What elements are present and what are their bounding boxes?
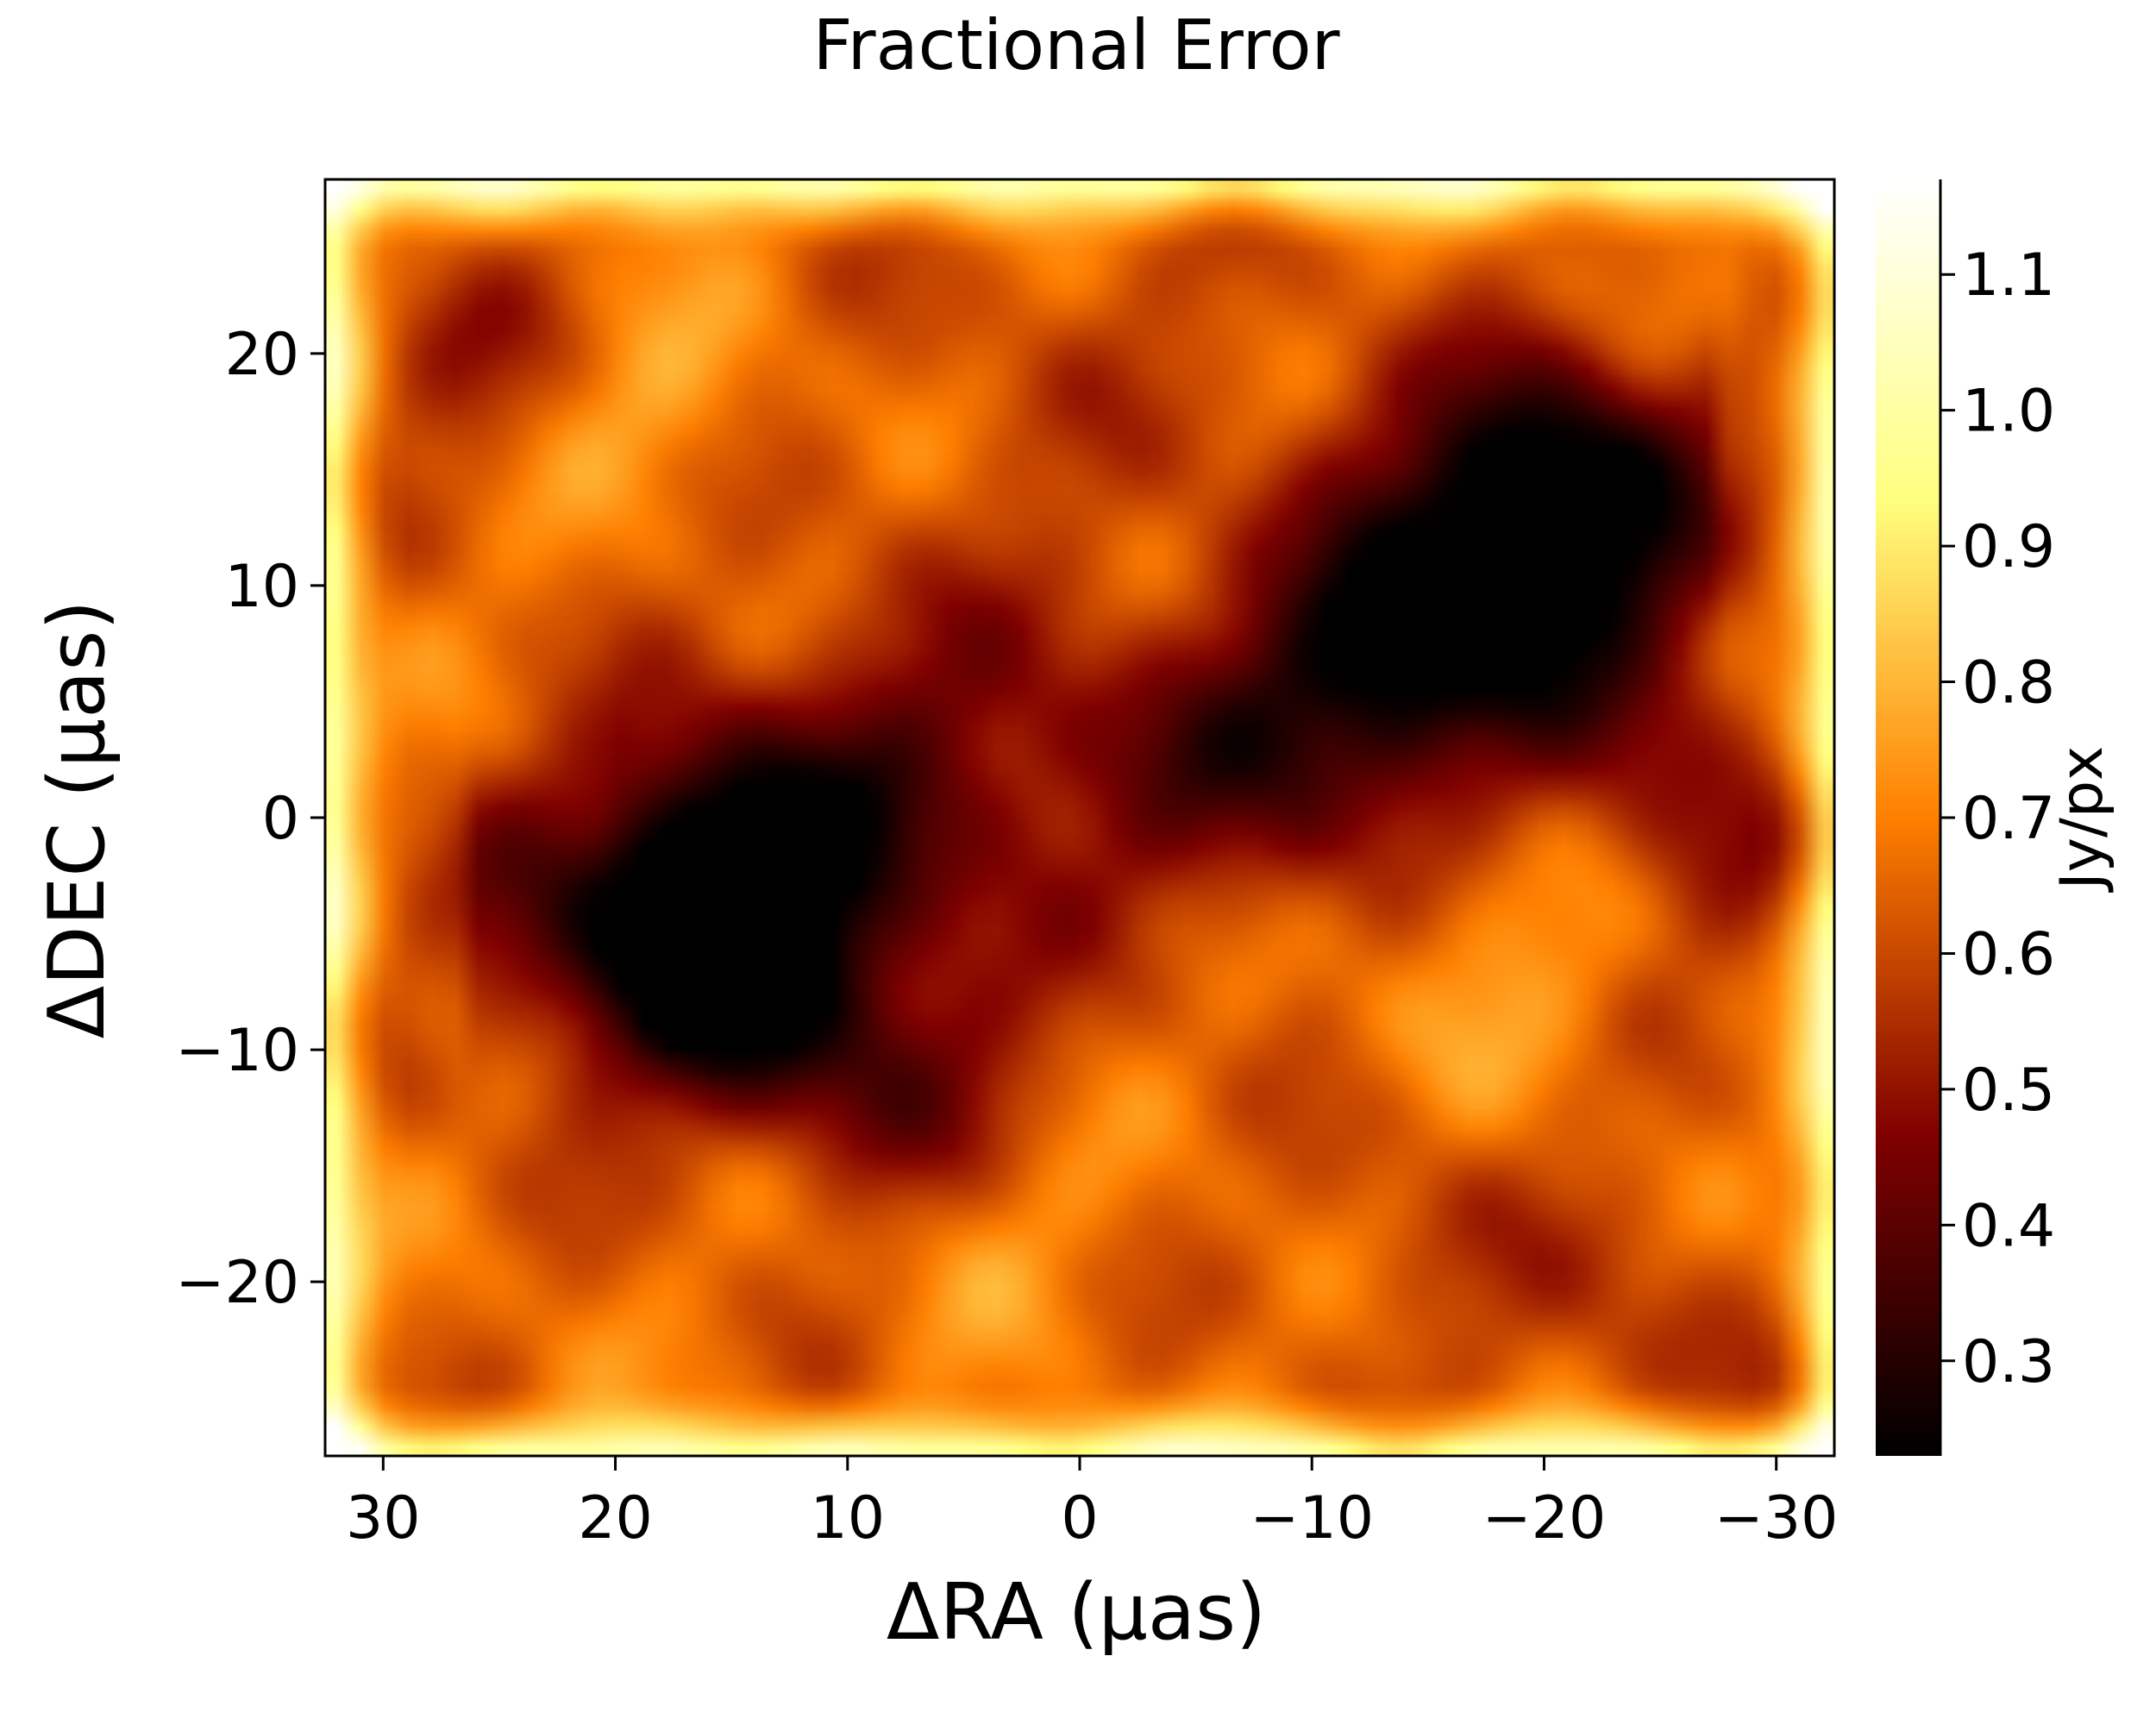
x-tick-label: 20 (578, 1484, 653, 1552)
y-tick-label: 20 (224, 321, 299, 389)
colorbar-ticks: 1.1 1.0 0.9 0.8 0.7 0.6 0.5 0.4 0.3 (1940, 242, 2055, 1396)
colorbar-tick-label: 0.5 (1962, 1057, 2055, 1125)
y-axis-label: ΔDEC (µas) (32, 600, 122, 1039)
x-axis-label: ΔRA (µas) (887, 1567, 1266, 1658)
y-tick-label: 0 (262, 785, 299, 853)
heatmap-plot (323, 178, 1836, 1458)
colorbar-tick-label: 0.8 (1962, 649, 2055, 718)
y-tick-label: 10 (224, 553, 299, 621)
colorbar: 1.1 1.0 0.9 0.8 0.7 0.6 0.5 0.4 0.3 Jy/px (1876, 179, 2116, 1456)
colorbar-tick-label: 0.4 (1962, 1192, 2055, 1260)
colorbar-tick-label: 0.6 (1962, 920, 2055, 988)
colorbar-label: Jy/px (2048, 746, 2116, 894)
x-tick-label: 0 (1061, 1484, 1098, 1552)
y-axis: 20 10 0 −10 −20 (175, 321, 325, 1317)
x-tick-label: −20 (1482, 1484, 1607, 1552)
colorbar-tick-label: 1.1 (1962, 242, 2055, 310)
x-tick-label: 10 (811, 1484, 886, 1552)
colorbar-tick-label: 1.0 (1962, 378, 2055, 446)
heatmap-image (325, 179, 1834, 1456)
x-tick-label: −10 (1250, 1484, 1374, 1552)
colorbar-gradient (1876, 179, 1940, 1456)
chart-title: Fractional Error (812, 5, 1339, 85)
colorbar-tick-label: 0.7 (1962, 785, 2055, 853)
x-tick-label: 30 (346, 1484, 421, 1552)
y-tick-label: −10 (175, 1017, 299, 1085)
colorbar-tick-label: 0.3 (1962, 1328, 2055, 1396)
x-tick-label: −30 (1714, 1484, 1839, 1552)
y-tick-label: −20 (175, 1249, 299, 1317)
x-axis: 30 20 10 0 −10 −20 −30 (346, 1456, 1838, 1552)
colorbar-tick-label: 0.9 (1962, 513, 2055, 581)
